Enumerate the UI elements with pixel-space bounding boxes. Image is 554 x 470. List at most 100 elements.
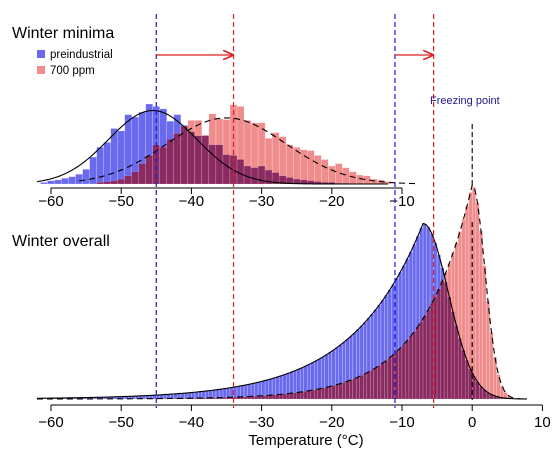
overall-overlap-bar bbox=[448, 297, 452, 399]
panel-winter-overall: −60 −50 −40 −30 −20 −10 0 10 Winter overall Tempe… bbox=[12, 185, 551, 449]
overall-bar bbox=[163, 395, 167, 399]
minima-bar bbox=[40, 182, 47, 184]
overall-overlap-bar bbox=[349, 380, 353, 399]
overall-overlap-bar bbox=[423, 316, 427, 399]
overall-overlap-bar bbox=[363, 374, 367, 399]
overall-x-tick-label: −30 bbox=[249, 414, 274, 431]
minima-bar bbox=[370, 179, 377, 184]
overall-overlap-bar bbox=[451, 312, 455, 399]
minima-x-tick-label: −60 bbox=[38, 193, 63, 210]
overall-overlap-bar bbox=[342, 382, 346, 399]
minima-bar bbox=[97, 147, 104, 184]
overall-x-tick-label: −10 bbox=[389, 414, 414, 431]
minima-overlap-bar bbox=[146, 155, 153, 184]
freezing-point-label: Freezing point bbox=[430, 95, 500, 107]
minima-bar bbox=[62, 178, 69, 184]
overall-overlap-bar bbox=[381, 363, 385, 399]
minima-overlap-bar bbox=[111, 181, 118, 184]
minima-overlap-bar bbox=[181, 126, 188, 184]
overall-overlap-bar bbox=[223, 397, 227, 399]
overall-overlap-bar bbox=[346, 381, 350, 399]
overall-overlap-bar bbox=[356, 377, 360, 399]
overall-overlap-bar bbox=[318, 389, 322, 399]
minima-overlap-bar bbox=[132, 172, 139, 184]
minima-overlap-bar bbox=[216, 145, 223, 184]
overall-overlap-bar bbox=[174, 398, 178, 399]
overall-x-tick-label: −60 bbox=[38, 414, 63, 431]
overall-x-tick-label: −50 bbox=[108, 414, 133, 431]
overall-overlap-bar bbox=[279, 394, 283, 399]
overall-overlap-bar bbox=[286, 394, 290, 399]
minima-x-tick-label: −40 bbox=[179, 193, 204, 210]
legend-swatch-preindustrial bbox=[37, 50, 45, 58]
overall-bar bbox=[479, 231, 483, 399]
minima-bar bbox=[90, 157, 97, 184]
minima-overlap-bar bbox=[237, 160, 244, 184]
minima-overlap-bar bbox=[223, 155, 230, 184]
minima-overlap-bar bbox=[251, 168, 258, 184]
minima-bar bbox=[47, 181, 54, 184]
overall-overlap-bar bbox=[353, 378, 357, 399]
overall-overlap-bar bbox=[472, 376, 476, 399]
overall-bar bbox=[486, 301, 490, 399]
legend-label-700ppm: 700 ppm bbox=[50, 65, 95, 77]
overall-overlap-bar bbox=[458, 338, 462, 399]
overall-overlap-bar bbox=[276, 395, 280, 399]
minima-overlap-bar bbox=[139, 164, 146, 184]
overall-overlap-bar bbox=[339, 384, 343, 400]
minima-bar bbox=[321, 160, 328, 184]
minima-overlap-bar bbox=[202, 136, 209, 184]
overall-overlap-bar bbox=[388, 358, 392, 399]
overall-overlap-bar bbox=[441, 281, 445, 399]
overall-bar bbox=[174, 394, 178, 399]
minima-bar bbox=[349, 172, 356, 184]
minima-bar bbox=[314, 155, 321, 184]
overall-overlap-bar bbox=[290, 393, 294, 399]
overall-overlap-bar bbox=[370, 370, 374, 399]
overall-overlap-bar bbox=[462, 350, 466, 399]
overall-overlap-bar bbox=[420, 321, 424, 399]
minima-x-tick-label: −30 bbox=[249, 193, 274, 210]
overall-overlap-bar bbox=[416, 327, 420, 399]
minima-bar bbox=[69, 177, 76, 184]
overall-overlap-bar bbox=[300, 392, 304, 399]
overall-x-tick-label: 0 bbox=[468, 414, 476, 431]
minima-bar bbox=[118, 131, 125, 184]
minima-bar bbox=[300, 150, 307, 184]
minima-bar bbox=[307, 151, 314, 184]
overall-overlap-bar bbox=[427, 310, 431, 399]
minima-bar bbox=[328, 166, 335, 184]
overall-overlap-bar bbox=[360, 375, 364, 399]
overall-overlap-bar bbox=[212, 398, 216, 399]
overall-overlap-bar bbox=[307, 391, 311, 399]
minima-overlap-bar bbox=[118, 179, 125, 184]
legend-label-preindustrial: preindustrial bbox=[50, 49, 113, 61]
overall-overlap-bar bbox=[437, 289, 441, 399]
overall-overlap-bar bbox=[409, 336, 413, 399]
minima-overlap-bar bbox=[188, 132, 195, 184]
minima-bar bbox=[76, 174, 83, 184]
minima-overlap-bar bbox=[209, 145, 216, 184]
overall-overlap-bar bbox=[455, 326, 459, 399]
minima-overlap-bar bbox=[160, 147, 167, 184]
minima-title: Winter minima bbox=[12, 25, 114, 42]
overall-overlap-bar bbox=[335, 385, 339, 399]
overall-x-axis-label: Temperature (°C) bbox=[248, 432, 363, 449]
minima-x-tick-label: −50 bbox=[108, 193, 133, 210]
overall-overlap-bar bbox=[311, 390, 315, 399]
overall-overlap-bar bbox=[328, 386, 332, 399]
overall-title: Winter overall bbox=[12, 233, 110, 250]
overall-overlap-bar bbox=[314, 390, 318, 400]
overall-overlap-bar bbox=[402, 344, 406, 399]
overall-overlap-bar bbox=[325, 387, 329, 399]
overall-overlap-bar bbox=[321, 388, 325, 399]
overall-x-tick-label: −40 bbox=[179, 414, 204, 431]
overall-overlap-bar bbox=[304, 391, 308, 399]
overall-overlap-bar bbox=[465, 360, 469, 399]
minima-overlap-bar bbox=[174, 133, 181, 184]
overall-x-tick-label: 10 bbox=[534, 414, 551, 431]
minima-overlap-bar bbox=[104, 182, 111, 184]
overall-overlap-bar bbox=[406, 340, 410, 399]
minima-x-tick-label: −20 bbox=[319, 193, 344, 210]
